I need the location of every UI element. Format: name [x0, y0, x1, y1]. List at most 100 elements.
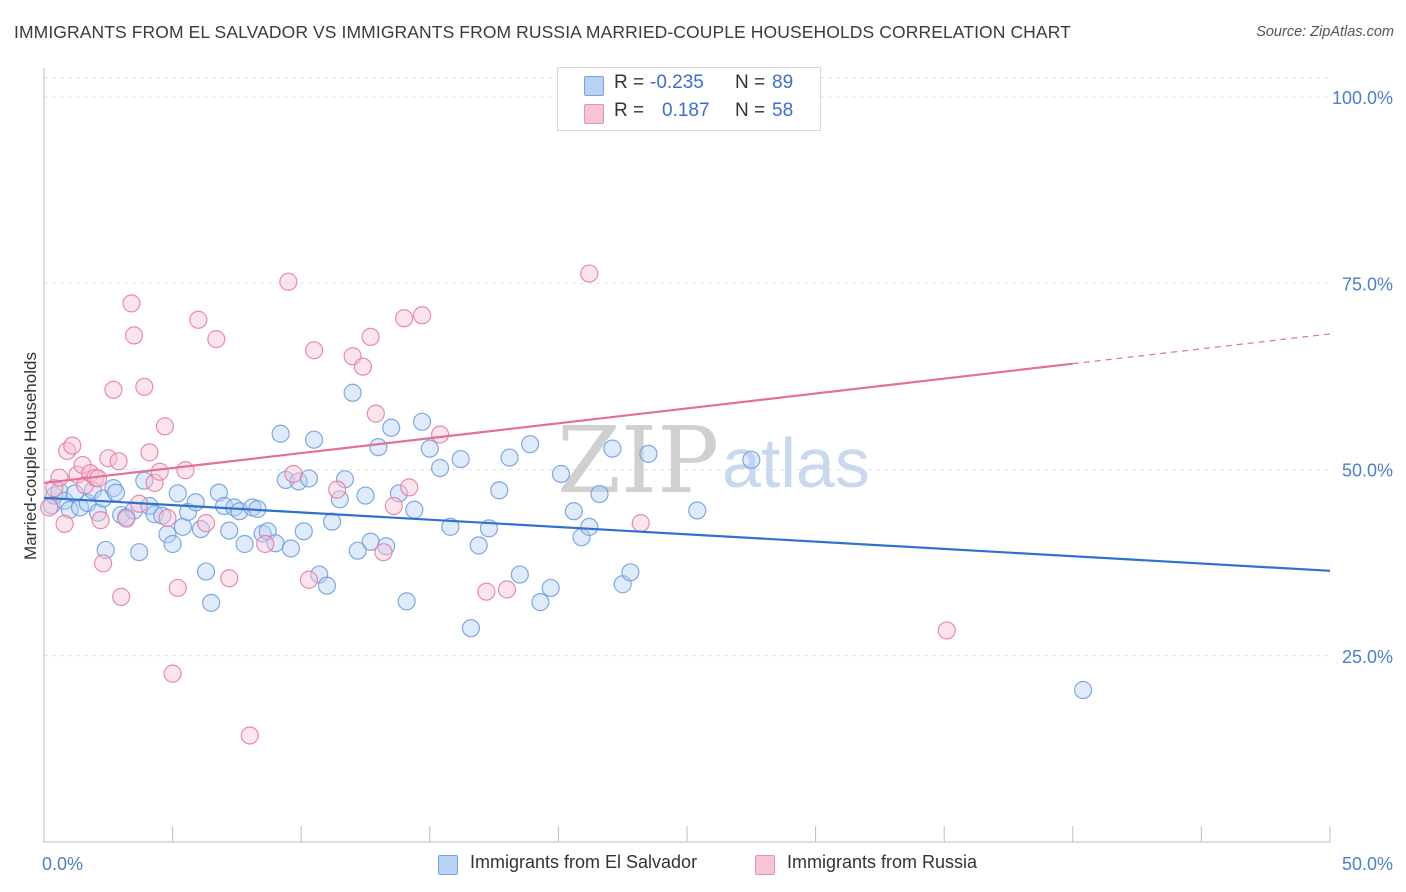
data-point: [284, 464, 303, 484]
data-point: [240, 726, 259, 745]
bottom-legend-label: Immigrants from Russia: [787, 852, 978, 872]
legend-r-label: R =: [614, 100, 645, 121]
data-point: [343, 383, 362, 402]
data-point: [510, 565, 529, 584]
data-point: [124, 326, 144, 345]
data-point: [196, 562, 216, 581]
y-tick-label-75: 75.0%: [1342, 274, 1393, 294]
data-point: [196, 514, 216, 533]
x-tick-label-min: 0.0%: [42, 854, 83, 874]
chart-title: IMMIGRANTS FROM EL SALVADOR VS IMMIGRANT…: [14, 22, 1071, 42]
data-point: [50, 468, 69, 487]
data-point: [202, 593, 221, 612]
data-point: [96, 540, 115, 560]
data-point: [441, 517, 460, 536]
trend-lines: [43, 333, 1331, 572]
data-point: [497, 580, 517, 599]
data-point: [55, 491, 74, 510]
data-point: [564, 502, 583, 521]
data-point: [356, 486, 375, 505]
source-note: Source: ZipAtlas.com: [1256, 24, 1394, 40]
data-point: [168, 484, 187, 503]
data-point: [163, 664, 182, 683]
data-point: [94, 554, 113, 573]
legend-swatch-blue: [584, 76, 604, 96]
data-point: [294, 522, 313, 541]
data-point: [207, 330, 226, 349]
data-point: [451, 449, 470, 469]
data-point: [397, 592, 416, 611]
bottom-legend-label: Immigrants from El Salvador: [470, 852, 698, 872]
data-point: [400, 478, 419, 497]
series-el-salvador: [42, 383, 1093, 700]
data-point: [521, 435, 540, 454]
data-point: [256, 534, 275, 554]
data-point: [304, 341, 324, 360]
data-point: [430, 425, 450, 444]
data-point: [366, 404, 385, 423]
data-point: [405, 500, 424, 519]
data-point: [279, 272, 298, 291]
data-point: [304, 430, 324, 449]
data-point: [500, 448, 519, 467]
data-point: [135, 377, 154, 396]
data-point: [191, 519, 210, 539]
data-point: [106, 483, 126, 502]
data-point: [639, 444, 658, 463]
data-point: [742, 450, 761, 469]
data-point: [384, 496, 403, 516]
data-point: [430, 458, 450, 478]
watermark-zip: ZIP: [557, 407, 719, 514]
legend-n-label: N =: [735, 72, 766, 93]
legend-row-el-salvador: R = -0.235 N = 89: [558, 72, 820, 100]
data-point: [1073, 680, 1093, 700]
data-point: [317, 576, 337, 595]
data-point: [477, 582, 496, 601]
data-point: [580, 517, 599, 536]
data-point: [299, 570, 319, 589]
data-point: [541, 578, 560, 598]
data-point: [63, 436, 82, 455]
grid-lines: [44, 77, 1330, 657]
data-point: [590, 484, 609, 504]
watermark-atlas: atlas: [722, 424, 870, 502]
data-point: [469, 536, 488, 555]
data-point: [531, 593, 550, 612]
data-point: [299, 469, 319, 488]
data-point: [168, 578, 187, 598]
y-axis-label: Married-couple Households: [21, 352, 40, 560]
data-point: [88, 503, 108, 522]
data-point: [382, 418, 401, 437]
data-point: [281, 539, 301, 558]
data-point: [621, 563, 640, 582]
data-point: [937, 621, 956, 640]
data-point: [361, 327, 380, 346]
data-point: [322, 512, 342, 531]
legend-n-value: 58: [772, 100, 794, 121]
trend-line-el-salvador: [43, 496, 1331, 572]
data-point: [631, 514, 650, 533]
data-point: [490, 481, 509, 500]
data-point: [220, 569, 239, 588]
data-point: [158, 508, 177, 528]
data-point: [58, 441, 77, 460]
data-point: [394, 309, 414, 328]
trend-line-russia-extrapolated: [1072, 333, 1331, 365]
data-point: [580, 264, 599, 283]
data-point: [145, 473, 164, 493]
data-point: [353, 357, 373, 376]
legend-n-label: N =: [735, 100, 766, 121]
data-point: [186, 493, 205, 512]
trend-line-russia: [43, 362, 1073, 485]
data-point: [412, 306, 432, 325]
data-point: [109, 452, 128, 471]
data-point: [688, 501, 707, 520]
watermark: ZIP atlas: [557, 407, 870, 514]
bottom-legend-swatch-pink: [755, 855, 775, 875]
bottom-legend-swatch-blue: [438, 855, 458, 875]
data-point: [348, 541, 367, 560]
data-point: [99, 449, 118, 468]
data-point: [55, 514, 74, 533]
data-point: [461, 619, 481, 638]
data-point: [220, 521, 239, 540]
